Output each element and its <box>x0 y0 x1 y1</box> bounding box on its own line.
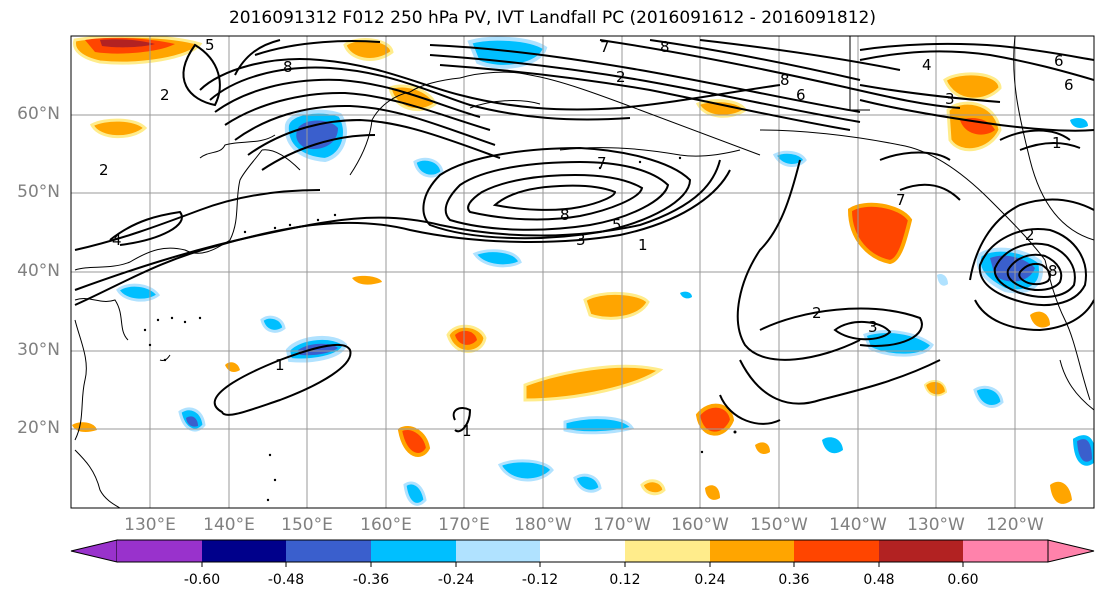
contour-label: 8 <box>780 71 790 89</box>
colorbar-tick-label: 0.60 <box>947 572 979 588</box>
colorbar-tick-label: 0.48 <box>863 572 895 588</box>
lon-label: 120°W <box>986 515 1044 535</box>
lat-label: 50°N <box>17 182 60 202</box>
lon-label: 150°E <box>281 515 333 535</box>
colorbar-tick-label: -0.60 <box>183 572 221 588</box>
negative-pv-shading <box>116 36 1094 506</box>
colorbar-tick-label: 0.36 <box>778 572 810 588</box>
colorbar-swatch <box>286 540 371 562</box>
contour-label: 1 <box>275 356 285 374</box>
colorbar-tick-label: 0.12 <box>609 572 641 588</box>
colorbar-tick-label: -0.24 <box>437 572 475 588</box>
colorbar-swatch <box>456 540 540 562</box>
island-dots <box>143 156 737 502</box>
contour-labels: 2 4 2 8 5 8 3 5 1 7 2 7 8 8 6 1 2 3 7 2 … <box>99 36 1074 440</box>
colorbar-swatch <box>794 540 879 562</box>
colorbar-tick-label: -0.48 <box>267 572 305 588</box>
contour-label: 2 <box>99 161 109 179</box>
contour-label: 7 <box>896 191 906 209</box>
contour-label: 8 <box>660 38 670 56</box>
lon-label: 130°E <box>124 515 176 535</box>
colorbar-tick-label: -0.36 <box>352 572 390 588</box>
colorbar-extend-high <box>1047 539 1095 563</box>
colorbar-swatch <box>202 540 286 562</box>
lat-label: 20°N <box>17 418 60 438</box>
colorbar-swatch <box>879 540 963 562</box>
contour-label: 8 <box>1048 262 1058 280</box>
contour-label: 3 <box>576 231 586 249</box>
lon-label: 140°E <box>203 515 255 535</box>
map-frame <box>70 35 1095 509</box>
contour-label: 8 <box>283 58 293 76</box>
colorbar-swatch <box>625 540 710 562</box>
contour-label: 8 <box>560 206 570 224</box>
lat-label: 40°N <box>17 261 60 281</box>
contour-label: 1 <box>638 236 648 254</box>
contour-label: 7 <box>600 38 610 56</box>
lon-label: 170°W <box>593 515 651 535</box>
lat-label: 60°N <box>17 104 60 124</box>
colorbar-swatch <box>117 540 202 562</box>
contour-label: 5 <box>205 36 215 54</box>
contour-label: 2 <box>1025 226 1035 244</box>
colorbar-swatch <box>710 540 794 562</box>
contour-label: 6 <box>796 86 806 104</box>
colorbar-tick-label: 0.24 <box>694 572 726 588</box>
map-title: 2016091312 F012 250 hPa PV, IVT Landfall… <box>228 8 876 28</box>
colorbar-tick-label: -0.12 <box>521 572 559 588</box>
lon-label: 140°W <box>829 515 887 535</box>
colorbar-swatch <box>540 540 625 562</box>
lon-label: 180°W <box>514 515 572 535</box>
contour-label: 3 <box>945 90 955 108</box>
contour-label: 1 <box>1052 134 1062 152</box>
contour-label: 2 <box>812 304 822 322</box>
contour-label: 6 <box>1064 76 1074 94</box>
pv-contours <box>74 39 1094 433</box>
lon-label: 150°W <box>750 515 808 535</box>
lon-label: 160°E <box>360 515 412 535</box>
lon-label: 160°W <box>671 515 729 535</box>
contour-label: 3 <box>868 318 878 336</box>
colorbar-swatch <box>371 540 456 562</box>
colorbar-swatch <box>963 540 1048 562</box>
contour-label: 1 <box>462 422 472 440</box>
graticule <box>71 36 1094 508</box>
lon-label: 130°W <box>907 515 965 535</box>
contour-label: 6 <box>1054 52 1064 70</box>
contour-label: 4 <box>922 56 932 74</box>
colorbar <box>70 539 1095 567</box>
contour-label: 7 <box>597 154 607 172</box>
lat-label: 30°N <box>17 340 60 360</box>
contour-label: 5 <box>612 216 622 234</box>
colorbar-extend-low <box>70 539 118 563</box>
contour-label: 2 <box>160 86 170 104</box>
contour-label: 4 <box>112 231 122 249</box>
map-area: 2 4 2 8 5 8 3 5 1 7 2 7 8 8 6 1 2 3 7 2 … <box>71 36 1094 508</box>
lon-label: 170°E <box>438 515 490 535</box>
contour-label: 2 <box>616 68 626 86</box>
